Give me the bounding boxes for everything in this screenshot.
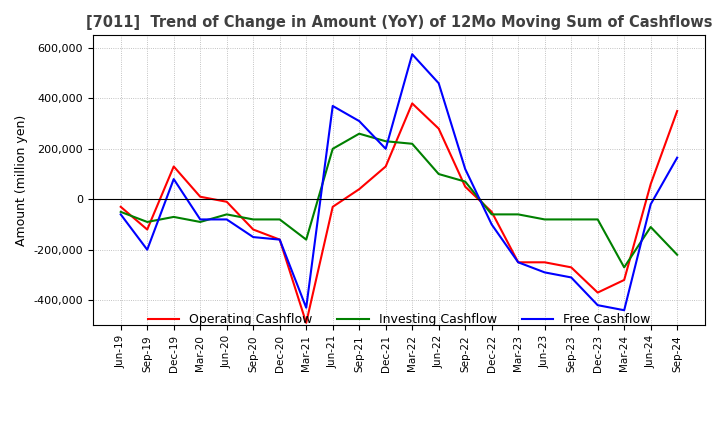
- Line: Operating Cashflow: Operating Cashflow: [121, 103, 678, 323]
- Free Cashflow: [673, 155, 682, 160]
- Operating Cashflow: [117, 204, 125, 209]
- Y-axis label: Amount (million yen): Amount (million yen): [15, 115, 28, 246]
- Investing Cashflow: [593, 217, 602, 222]
- Operating Cashflow: [196, 194, 204, 199]
- Operating Cashflow: [302, 320, 310, 326]
- Free Cashflow: [487, 222, 496, 227]
- Free Cashflow: [541, 270, 549, 275]
- Free Cashflow: [514, 260, 523, 265]
- Investing Cashflow: [222, 212, 231, 217]
- Operating Cashflow: [275, 237, 284, 242]
- Investing Cashflow: [567, 217, 575, 222]
- Operating Cashflow: [461, 184, 469, 189]
- Investing Cashflow: [117, 209, 125, 215]
- Line: Free Cashflow: Free Cashflow: [121, 54, 678, 310]
- Investing Cashflow: [169, 214, 178, 220]
- Operating Cashflow: [434, 126, 443, 131]
- Free Cashflow: [275, 237, 284, 242]
- Operating Cashflow: [408, 101, 417, 106]
- Investing Cashflow: [487, 212, 496, 217]
- Operating Cashflow: [673, 108, 682, 114]
- Investing Cashflow: [355, 131, 364, 136]
- Free Cashflow: [593, 303, 602, 308]
- Operating Cashflow: [169, 164, 178, 169]
- Free Cashflow: [434, 81, 443, 86]
- Investing Cashflow: [434, 172, 443, 177]
- Free Cashflow: [620, 308, 629, 313]
- Free Cashflow: [196, 217, 204, 222]
- Investing Cashflow: [275, 217, 284, 222]
- Investing Cashflow: [541, 217, 549, 222]
- Investing Cashflow: [461, 179, 469, 184]
- Free Cashflow: [143, 247, 151, 252]
- Operating Cashflow: [567, 265, 575, 270]
- Free Cashflow: [567, 275, 575, 280]
- Legend: Operating Cashflow, Investing Cashflow, Free Cashflow: Operating Cashflow, Investing Cashflow, …: [143, 308, 655, 331]
- Free Cashflow: [249, 235, 258, 240]
- Investing Cashflow: [620, 265, 629, 270]
- Operating Cashflow: [487, 209, 496, 215]
- Investing Cashflow: [408, 141, 417, 147]
- Investing Cashflow: [514, 212, 523, 217]
- Operating Cashflow: [249, 227, 258, 232]
- Free Cashflow: [355, 118, 364, 124]
- Operating Cashflow: [620, 277, 629, 282]
- Operating Cashflow: [593, 290, 602, 295]
- Investing Cashflow: [302, 237, 310, 242]
- Title: [7011]  Trend of Change in Amount (YoY) of 12Mo Moving Sum of Cashflows: [7011] Trend of Change in Amount (YoY) o…: [86, 15, 712, 30]
- Free Cashflow: [302, 305, 310, 310]
- Investing Cashflow: [647, 224, 655, 230]
- Free Cashflow: [408, 51, 417, 57]
- Investing Cashflow: [673, 252, 682, 257]
- Free Cashflow: [382, 146, 390, 151]
- Operating Cashflow: [514, 260, 523, 265]
- Operating Cashflow: [647, 181, 655, 187]
- Investing Cashflow: [382, 139, 390, 144]
- Free Cashflow: [222, 217, 231, 222]
- Free Cashflow: [117, 212, 125, 217]
- Investing Cashflow: [328, 146, 337, 151]
- Free Cashflow: [647, 202, 655, 207]
- Free Cashflow: [328, 103, 337, 109]
- Investing Cashflow: [249, 217, 258, 222]
- Operating Cashflow: [382, 164, 390, 169]
- Line: Investing Cashflow: Investing Cashflow: [121, 134, 678, 268]
- Operating Cashflow: [541, 260, 549, 265]
- Operating Cashflow: [328, 204, 337, 209]
- Operating Cashflow: [355, 187, 364, 192]
- Operating Cashflow: [222, 199, 231, 205]
- Free Cashflow: [169, 176, 178, 182]
- Operating Cashflow: [143, 227, 151, 232]
- Investing Cashflow: [196, 219, 204, 224]
- Free Cashflow: [461, 166, 469, 172]
- Investing Cashflow: [143, 219, 151, 224]
